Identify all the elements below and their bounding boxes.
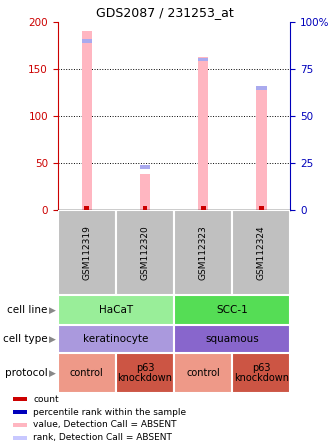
Bar [259,206,264,210]
Bar [58,295,174,325]
Text: rank, Detection Call = ABSENT: rank, Detection Call = ABSENT [33,433,172,442]
Text: ▶: ▶ [50,305,56,314]
Text: ▶: ▶ [50,334,56,344]
Text: GDS2087 / 231253_at: GDS2087 / 231253_at [96,6,234,19]
Text: count: count [33,395,59,404]
Text: keratinocyte: keratinocyte [83,334,148,344]
Bar [82,32,92,210]
Bar [13,423,27,427]
Bar [201,206,206,210]
Bar [198,57,208,210]
Text: value, Detection Call = ABSENT: value, Detection Call = ABSENT [33,420,177,429]
Bar [256,90,267,210]
Bar [198,58,208,61]
Bar [256,86,267,90]
Bar [82,39,92,43]
Text: ▶: ▶ [50,369,56,377]
Text: SCC-1: SCC-1 [216,305,248,315]
Bar [13,410,27,414]
Text: GSM112324: GSM112324 [257,225,266,280]
Text: GSM112319: GSM112319 [82,225,91,280]
Bar [58,353,116,393]
Bar [232,210,290,295]
Text: GSM112320: GSM112320 [141,225,149,280]
Bar [174,325,290,353]
Bar [174,210,232,295]
Text: p63
knockdown: p63 knockdown [117,363,173,384]
Text: cell type: cell type [3,334,48,344]
Bar [140,174,150,210]
Text: cell line: cell line [8,305,48,315]
Bar [116,210,174,295]
Bar [13,436,27,440]
Text: GSM112323: GSM112323 [199,225,208,280]
Bar [116,353,174,393]
Text: protocol: protocol [5,368,48,378]
Text: HaCaT: HaCaT [99,305,133,315]
Bar [143,206,148,210]
Bar [58,210,116,295]
Text: p63
knockdown: p63 knockdown [234,363,289,384]
Text: percentile rank within the sample: percentile rank within the sample [33,408,186,416]
Bar [84,206,89,210]
Bar [58,325,174,353]
Bar [232,353,290,393]
Text: control: control [70,368,104,378]
Text: squamous: squamous [205,334,259,344]
Bar [13,397,27,401]
Bar [174,295,290,325]
Text: control: control [186,368,220,378]
Bar [174,353,232,393]
Bar [140,165,150,169]
